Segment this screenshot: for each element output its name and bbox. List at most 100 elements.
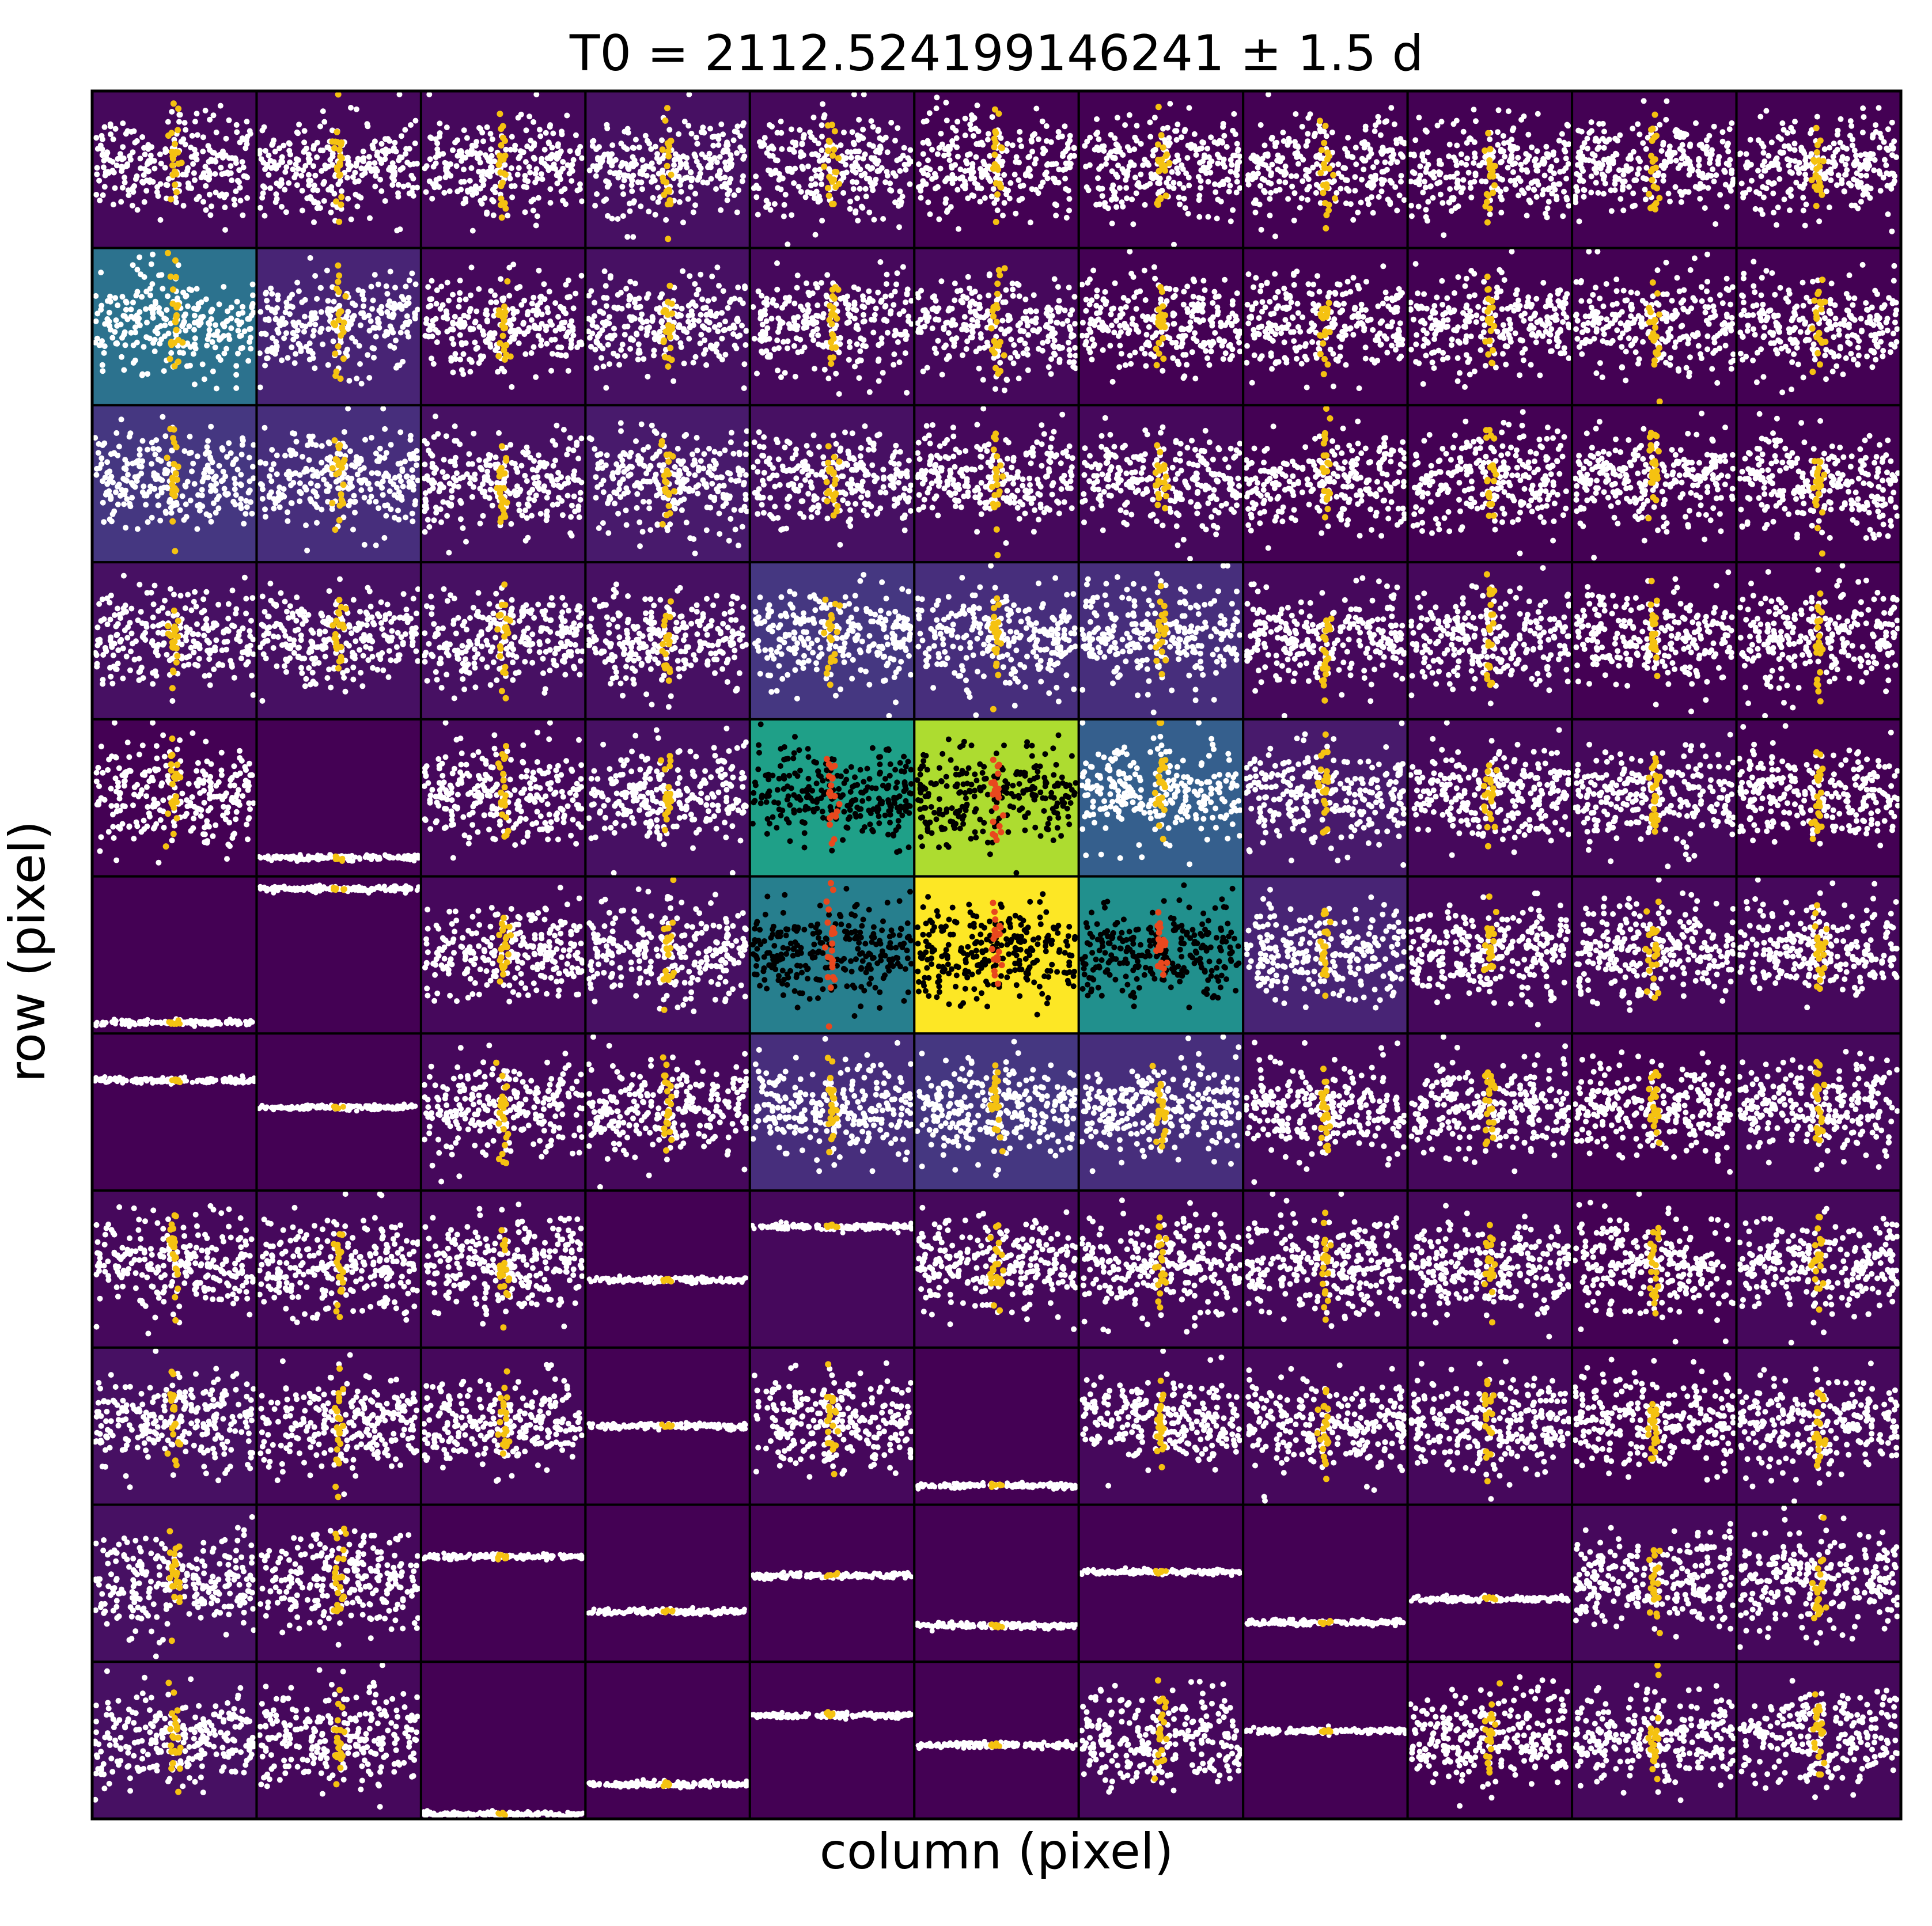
data-point: [358, 381, 365, 387]
data-point: [1009, 142, 1016, 149]
data-point: [148, 261, 154, 267]
data-point: [98, 270, 104, 276]
data-point: [472, 184, 479, 191]
data-point: [1711, 123, 1717, 130]
transit-point: [336, 272, 343, 279]
data-point: [765, 167, 771, 173]
data-point: [1252, 209, 1259, 215]
data-point: [314, 154, 320, 160]
data-point: [274, 343, 280, 349]
data-point: [130, 189, 137, 195]
transit-point: [1322, 123, 1329, 130]
transit-point: [340, 355, 347, 362]
data-point: [357, 361, 363, 367]
data-point: [113, 162, 120, 169]
data-point: [220, 154, 226, 161]
data-point: [325, 187, 332, 193]
data-point: [1728, 188, 1734, 194]
data-point: [1753, 189, 1760, 195]
data-point: [891, 302, 897, 308]
data-point: [880, 370, 886, 376]
data-point: [693, 134, 699, 141]
data-point: [1518, 161, 1524, 168]
data-point: [1269, 134, 1275, 141]
data-point: [1708, 173, 1714, 179]
data-point: [1503, 186, 1509, 192]
data-point: [862, 151, 868, 157]
data-point: [177, 350, 183, 355]
data-point: [512, 331, 518, 338]
data-point: [1423, 214, 1429, 220]
transit-point: [175, 160, 182, 167]
data-point: [262, 213, 268, 219]
data-point: [857, 357, 863, 363]
data-point: [1465, 169, 1472, 176]
data-point: [1222, 350, 1229, 357]
data-point: [1049, 313, 1055, 319]
data-point: [373, 173, 379, 179]
data-point: [1410, 169, 1416, 175]
data-point: [100, 164, 107, 170]
data-point: [628, 317, 635, 324]
data-point: [387, 298, 393, 304]
pixel-cell-r1-c1: [255, 247, 422, 407]
data-point: [291, 360, 298, 366]
data-point: [687, 324, 693, 331]
data-point: [1763, 108, 1770, 114]
transit-point: [825, 147, 832, 154]
data-point: [223, 135, 229, 142]
data-point: [1437, 179, 1443, 185]
data-point: [395, 194, 401, 200]
data-point: [1499, 196, 1505, 203]
data-point: [541, 146, 548, 153]
data-point: [1009, 280, 1016, 287]
data-point: [700, 179, 706, 185]
data-point: [199, 361, 206, 367]
data-point: [559, 320, 565, 326]
data-point: [1552, 187, 1558, 193]
data-point: [630, 145, 636, 151]
data-point: [882, 303, 889, 309]
data-point: [1045, 364, 1052, 370]
data-point: [96, 177, 103, 184]
data-point: [703, 362, 710, 368]
data-point: [376, 325, 382, 331]
data-point: [728, 156, 734, 162]
data-point: [1048, 139, 1054, 145]
data-point: [194, 111, 200, 117]
transit-point: [172, 181, 179, 188]
data-point: [506, 293, 513, 299]
data-point: [972, 289, 978, 295]
transit-point: [1485, 130, 1492, 137]
transit-point: [333, 198, 340, 205]
data-point: [547, 200, 554, 206]
transit-point: [821, 163, 828, 170]
data-point: [986, 272, 992, 279]
data-point: [1509, 137, 1515, 143]
data-point: [394, 228, 400, 234]
data-point: [1094, 116, 1100, 122]
data-point: [312, 273, 319, 279]
data-point: [734, 150, 740, 156]
data-point: [815, 141, 821, 147]
data-point: [619, 305, 625, 312]
data-point: [756, 139, 763, 145]
data-point: [237, 198, 244, 204]
data-point: [1679, 156, 1685, 162]
data-point: [1816, 218, 1823, 225]
data-point: [276, 145, 283, 151]
data-point: [776, 325, 783, 331]
data-point: [701, 351, 707, 357]
data-point: [958, 298, 964, 304]
data-point: [1642, 187, 1648, 193]
data-point: [1566, 203, 1572, 209]
data-point: [619, 342, 626, 348]
data-point: [1543, 210, 1549, 217]
data-point: [939, 371, 945, 378]
data-point: [1143, 332, 1150, 338]
data-point: [1541, 172, 1548, 179]
data-point: [1578, 177, 1585, 183]
data-point: [1388, 105, 1395, 111]
data-point: [448, 161, 454, 167]
data-point: [651, 352, 657, 359]
